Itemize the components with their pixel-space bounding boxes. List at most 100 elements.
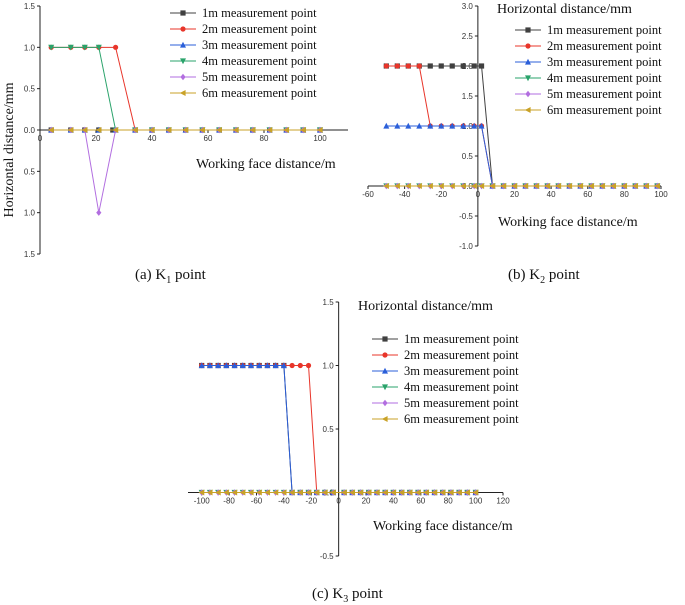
legend-entry: 6m measurement point xyxy=(404,412,519,426)
data-point xyxy=(447,489,454,496)
legend-marker xyxy=(381,416,388,422)
data-point xyxy=(305,489,312,496)
data-point xyxy=(249,127,256,133)
data-point xyxy=(522,183,529,189)
data-point xyxy=(256,362,263,369)
data-point xyxy=(239,362,246,369)
data-point xyxy=(383,122,390,129)
data-point xyxy=(460,183,466,189)
data-point xyxy=(489,183,496,189)
data-point xyxy=(48,44,55,51)
x-tick-label: 100 xyxy=(469,497,483,506)
data-point xyxy=(48,127,54,133)
data-point xyxy=(165,127,172,133)
legend: 1m measurement point 2m measurement point… xyxy=(515,23,662,117)
data-point xyxy=(416,183,422,189)
data-point xyxy=(365,489,372,496)
data-point xyxy=(214,489,221,496)
data-point xyxy=(373,489,380,496)
data-point xyxy=(511,183,518,189)
x-tick-label: 0 xyxy=(336,497,341,506)
y-tick-label: 1.5 xyxy=(24,250,36,259)
legend-marker xyxy=(525,27,531,33)
x-tick-label: 100 xyxy=(313,134,327,143)
data-point xyxy=(182,127,189,133)
data-point xyxy=(394,63,400,69)
legend-entry: 3m measurement point xyxy=(404,364,519,378)
data-point xyxy=(349,489,355,496)
data-point xyxy=(283,127,289,133)
panel-caption: (a) K1 point xyxy=(135,267,207,286)
panel-caption: (b) K2 point xyxy=(508,267,580,286)
y-tick-label: 0.0 xyxy=(24,126,36,135)
legend-marker xyxy=(180,10,186,16)
data-point xyxy=(610,183,616,189)
x-tick-label: 20 xyxy=(510,190,519,199)
legend-marker xyxy=(525,43,531,49)
x-tick-label: -100 xyxy=(194,497,211,506)
x-tick-label: -40 xyxy=(399,190,411,199)
chart-panel-2: -100 -80 -60 -40 -20 0 20 40 60 80 100 120 1.5 1.0 0.5… xyxy=(188,298,519,605)
data-point xyxy=(316,127,323,133)
legend-marker xyxy=(382,352,388,358)
data-point xyxy=(621,183,627,189)
x-tick-label: -20 xyxy=(305,497,317,506)
data-point xyxy=(449,63,455,69)
x-tick-label: 40 xyxy=(547,190,556,199)
data-point xyxy=(223,489,229,496)
data-point xyxy=(478,122,485,129)
data-point xyxy=(632,183,638,189)
legend-marker xyxy=(180,73,186,81)
data-point xyxy=(96,209,102,216)
legend-marker xyxy=(382,384,388,391)
y-tick-label: 1.5 xyxy=(24,2,36,11)
y-tick-label: 2.5 xyxy=(462,32,474,41)
data-point xyxy=(405,183,411,189)
data-point xyxy=(305,362,312,369)
caption-subscript: 1 xyxy=(166,275,171,286)
x-tick-label: 120 xyxy=(496,497,510,506)
data-point xyxy=(478,63,485,69)
data-point xyxy=(383,63,389,69)
data-point xyxy=(464,489,470,496)
x-axis-title: Working face distance/m xyxy=(373,519,513,534)
data-point xyxy=(438,63,444,69)
data-point xyxy=(247,489,254,496)
data-point xyxy=(264,489,271,496)
legend-marker xyxy=(180,58,186,65)
data-point xyxy=(643,183,649,189)
data-point xyxy=(321,489,328,496)
data-point xyxy=(599,183,605,189)
data-point xyxy=(471,183,477,189)
data-point xyxy=(472,489,479,496)
data-point xyxy=(206,489,213,496)
data-point xyxy=(95,44,102,51)
data-point xyxy=(427,63,433,69)
data-point xyxy=(383,183,389,189)
data-point xyxy=(81,44,88,51)
legend-marker xyxy=(179,90,186,96)
x-tick-label: 100 xyxy=(654,190,668,199)
legend-entry: 1m measurement point xyxy=(202,6,317,20)
y-tick-label: 0.5 xyxy=(24,167,36,176)
y-tick-label: 1.5 xyxy=(323,298,335,307)
data-point xyxy=(313,489,320,496)
data-point xyxy=(266,127,273,133)
legend-marker xyxy=(525,58,531,65)
x-tick-label: -40 xyxy=(278,497,290,506)
legend-entry: 1m measurement point xyxy=(404,332,519,346)
data-point xyxy=(533,183,540,189)
legend-marker xyxy=(382,336,388,342)
legend-entry: 2m measurement point xyxy=(547,39,662,53)
legend-marker xyxy=(524,107,531,113)
data-point xyxy=(405,122,412,129)
y-tick-label: 0.5 xyxy=(462,152,474,161)
data-point xyxy=(566,183,573,189)
data-point xyxy=(478,183,485,189)
y-tick-label: 1.0 xyxy=(24,209,36,218)
x-tick-label: 60 xyxy=(204,134,213,143)
legend-marker xyxy=(180,41,186,48)
data-point xyxy=(239,489,246,496)
caption-main: (a) K xyxy=(135,267,166,283)
data-point xyxy=(357,489,364,496)
